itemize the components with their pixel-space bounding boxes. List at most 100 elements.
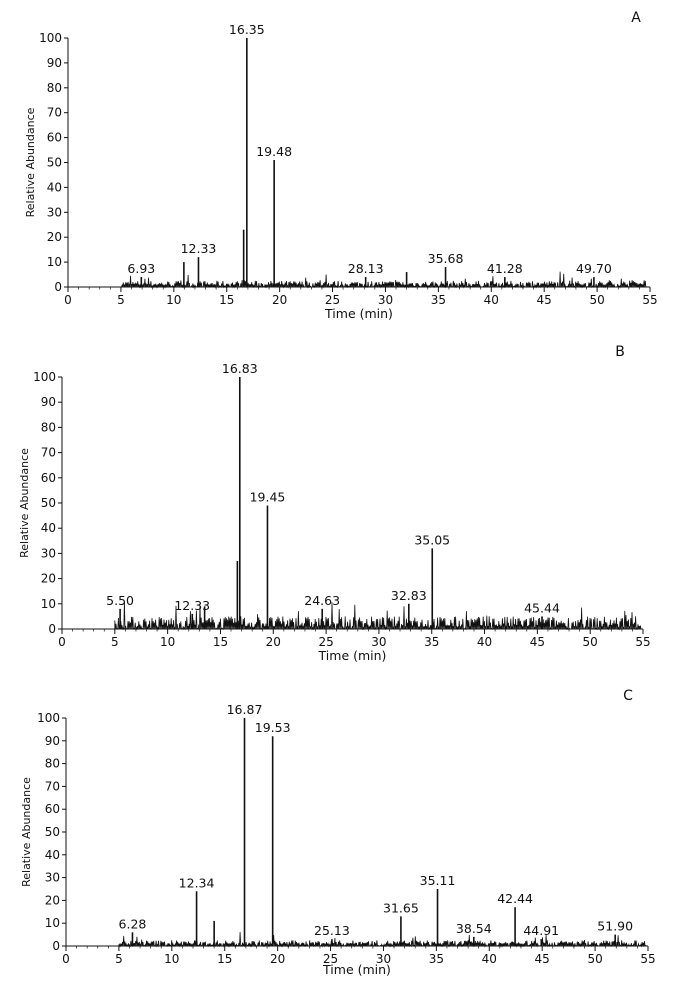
x-tick-label-7: 35 bbox=[431, 293, 446, 307]
y-tick-label-3: 30 bbox=[45, 871, 60, 885]
peak-label-1: 12.34 bbox=[179, 875, 215, 890]
y-tick-label-2: 20 bbox=[41, 572, 56, 586]
y-tick-label-6: 60 bbox=[47, 131, 62, 145]
peak-label-5: 25.13 bbox=[314, 923, 350, 938]
peak-label-9: 41.28 bbox=[487, 261, 523, 276]
x-tick-label-10: 50 bbox=[589, 293, 604, 307]
peak-label-7: 35.11 bbox=[420, 873, 456, 888]
x-tick-label-0: 0 bbox=[62, 952, 70, 966]
panel-label: A bbox=[631, 10, 641, 26]
y-tick-label-5: 50 bbox=[45, 825, 60, 839]
y-tick-label-6: 60 bbox=[41, 471, 56, 485]
y-tick-label-1: 10 bbox=[47, 255, 62, 269]
y-tick-label-9: 90 bbox=[47, 56, 62, 70]
baseline-trace bbox=[66, 932, 647, 948]
baseline-trace bbox=[62, 601, 642, 631]
x-tick-label-1: 5 bbox=[115, 952, 123, 966]
y-tick-label-2: 20 bbox=[45, 893, 60, 907]
x-tick-label-6: 30 bbox=[371, 635, 386, 649]
x-tick-label-9: 45 bbox=[530, 635, 545, 649]
y-axis-label: Relative Abundance bbox=[24, 107, 37, 217]
x-tick-label-5: 25 bbox=[325, 293, 340, 307]
x-tick-label-7: 35 bbox=[429, 952, 444, 966]
x-tick-label-4: 20 bbox=[270, 952, 285, 966]
x-tick-label-10: 50 bbox=[583, 635, 598, 649]
y-tick-label-6: 60 bbox=[45, 802, 60, 816]
y-tick-label-0: 0 bbox=[52, 939, 60, 953]
peak-label-6: 24.63 bbox=[304, 593, 340, 608]
y-tick-label-1: 10 bbox=[41, 597, 56, 611]
y-tick-label-5: 50 bbox=[47, 156, 62, 170]
x-tick-label-1: 5 bbox=[111, 635, 119, 649]
peak-label-5: 19.45 bbox=[250, 490, 286, 505]
peak-label-7: 32.83 bbox=[391, 588, 427, 603]
y-tick-label-7: 70 bbox=[45, 779, 60, 793]
x-tick-label-7: 35 bbox=[424, 635, 439, 649]
peak-label-8: 35.05 bbox=[414, 532, 450, 547]
panel-label: C bbox=[623, 688, 633, 704]
x-tick-label-3: 15 bbox=[217, 952, 232, 966]
y-tick-label-10: 100 bbox=[39, 31, 62, 45]
x-tick-label-11: 55 bbox=[640, 952, 655, 966]
peak-label-1: 12.33 bbox=[174, 598, 210, 613]
x-tick-label-4: 20 bbox=[272, 293, 287, 307]
x-tick-label-6: 30 bbox=[378, 293, 393, 307]
x-tick-label-0: 0 bbox=[64, 293, 72, 307]
x-tick-label-9: 45 bbox=[535, 952, 550, 966]
chart-panel-b: B 5.50 12.33 16.83 19.45 24.63 32.83 35.05 45.44… bbox=[18, 344, 651, 663]
y-tick-label-5: 50 bbox=[41, 496, 56, 510]
x-tick-label-8: 40 bbox=[477, 635, 492, 649]
y-tick-label-0: 0 bbox=[48, 622, 56, 636]
peak-label-10: 44.91 bbox=[523, 923, 559, 938]
peak-label-4: 16.35 bbox=[229, 22, 265, 37]
x-tick-label-0: 0 bbox=[58, 635, 66, 649]
y-tick-label-4: 40 bbox=[41, 521, 56, 535]
peak-label-3: 16.87 bbox=[227, 702, 263, 717]
x-tick-label-5: 25 bbox=[323, 952, 338, 966]
x-tick-label-3: 15 bbox=[219, 293, 234, 307]
y-axis-label: Relative Abundance bbox=[20, 777, 33, 887]
y-tick-label-8: 80 bbox=[47, 81, 62, 95]
peak-label-9: 42.44 bbox=[497, 891, 533, 906]
y-tick-label-7: 70 bbox=[47, 106, 62, 120]
baseline-trace bbox=[68, 271, 649, 289]
x-axis-label: Time (min) bbox=[318, 648, 387, 663]
x-tick-label-6: 30 bbox=[376, 952, 391, 966]
x-axis-label: Time (min) bbox=[322, 962, 391, 977]
y-tick-label-7: 70 bbox=[41, 446, 56, 460]
peak-label-5: 19.48 bbox=[256, 144, 292, 159]
y-tick-label-4: 40 bbox=[47, 180, 62, 194]
y-tick-label-8: 80 bbox=[45, 757, 60, 771]
y-tick-label-0: 0 bbox=[54, 280, 62, 294]
x-axis-label: Time (min) bbox=[324, 306, 393, 321]
x-tick-label-4: 20 bbox=[266, 635, 281, 649]
x-tick-label-2: 10 bbox=[166, 293, 181, 307]
y-tick-label-2: 20 bbox=[47, 230, 62, 244]
y-tick-label-3: 30 bbox=[47, 205, 62, 219]
y-tick-label-8: 80 bbox=[41, 420, 56, 434]
x-tick-label-8: 40 bbox=[484, 293, 499, 307]
peak-label-8: 38.54 bbox=[456, 921, 492, 936]
peak-label-6: 31.65 bbox=[383, 900, 419, 915]
y-tick-label-3: 30 bbox=[41, 546, 56, 560]
y-tick-label-9: 90 bbox=[45, 734, 60, 748]
peak-label-0: 6.93 bbox=[127, 261, 155, 276]
peak-label-11: 51.90 bbox=[597, 919, 633, 934]
peak-label-2: 12.33 bbox=[181, 241, 217, 256]
panel-label: B bbox=[615, 344, 625, 360]
peak-label-8: 35.68 bbox=[428, 251, 464, 266]
x-tick-label-1: 5 bbox=[117, 293, 125, 307]
x-tick-label-5: 25 bbox=[318, 635, 333, 649]
x-tick-label-2: 10 bbox=[164, 952, 179, 966]
peak-label-4: 19.53 bbox=[255, 720, 291, 735]
x-tick-label-9: 45 bbox=[537, 293, 552, 307]
y-tick-label-4: 40 bbox=[45, 848, 60, 862]
x-tick-label-2: 10 bbox=[160, 635, 175, 649]
peak-label-0: 5.50 bbox=[106, 593, 134, 608]
chart-panel-a: A 6.93 12.33 16.35 19.48 28.13 35.68 41.28 49.70… bbox=[24, 10, 658, 321]
x-tick-label-8: 40 bbox=[482, 952, 497, 966]
x-tick-label-3: 15 bbox=[213, 635, 228, 649]
x-tick-label-11: 55 bbox=[642, 293, 657, 307]
